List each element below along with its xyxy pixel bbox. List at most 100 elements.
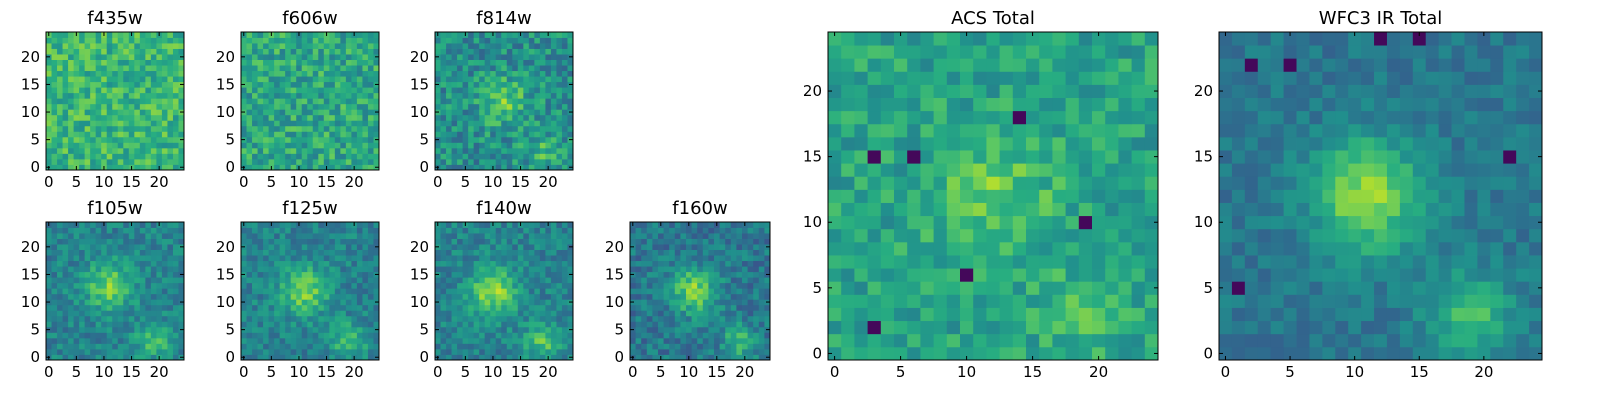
heatmap-cell <box>241 332 247 339</box>
heatmap-cell <box>635 266 642 273</box>
heatmap-cell <box>462 315 469 322</box>
heatmap-cell <box>714 233 720 239</box>
heatmap-cell <box>95 54 102 60</box>
heatmap-cell <box>462 103 469 110</box>
heatmap-cell <box>828 150 842 164</box>
heatmap-cell <box>367 136 374 143</box>
heatmap-cell <box>867 241 882 256</box>
heatmap-cell <box>345 136 352 143</box>
heatmap-cell <box>512 337 519 344</box>
heatmap-cell <box>263 271 269 278</box>
heatmap-cell <box>468 147 475 154</box>
heatmap-cell <box>241 103 247 110</box>
heatmap-cell <box>252 244 258 250</box>
heatmap-cell <box>999 333 1014 348</box>
heatmap-cell <box>451 266 458 273</box>
heatmap-cell <box>758 244 765 250</box>
heatmap-cell <box>674 293 681 300</box>
heatmap-cell <box>117 238 124 245</box>
heatmap-cell <box>446 326 452 333</box>
heatmap-cell <box>534 43 541 49</box>
heatmap-cell <box>252 304 258 311</box>
heatmap-cell <box>167 48 174 55</box>
heatmap-cell <box>150 120 157 127</box>
heatmap-cell <box>57 136 63 143</box>
heatmap-cell <box>340 227 347 234</box>
heatmap-cell <box>123 238 130 245</box>
heatmap-cell <box>246 299 253 306</box>
heatmap-cell <box>907 202 921 217</box>
heatmap-cell <box>246 48 253 55</box>
heatmap-cell <box>440 158 447 165</box>
heatmap-cell <box>285 32 292 38</box>
heatmap-cell <box>257 343 264 350</box>
heatmap-cell <box>753 233 760 239</box>
heatmap-cell <box>435 147 441 154</box>
heatmap-cell <box>274 304 281 311</box>
heatmap-cell <box>167 288 174 295</box>
heatmap-cell <box>528 164 535 171</box>
heatmap-cell <box>867 333 882 348</box>
heatmap-cell <box>550 266 557 273</box>
heatmap-cell <box>556 65 563 72</box>
heatmap-cell <box>567 153 574 160</box>
heatmap-cell <box>279 48 286 55</box>
heatmap-cell <box>246 337 253 344</box>
heatmap-cell <box>356 142 363 149</box>
heatmap-cell <box>457 76 463 83</box>
heatmap-cell <box>79 288 86 295</box>
heatmap-cell <box>312 125 319 132</box>
heatmap-cell <box>263 114 269 121</box>
heatmap-cell <box>630 288 636 295</box>
heatmap-cell <box>933 215 948 230</box>
heatmap-cell <box>753 337 760 344</box>
heatmap-cell <box>451 98 458 105</box>
heatmap-cell <box>123 343 130 350</box>
heatmap-cell <box>57 48 63 55</box>
heatmap-cell <box>334 70 341 77</box>
heatmap-cell <box>274 120 281 127</box>
heatmap-cell <box>117 48 124 55</box>
heatmap-cell <box>134 65 141 72</box>
heatmap-cell <box>933 320 948 335</box>
heatmap-cell <box>556 103 563 110</box>
heatmap-cell <box>451 354 458 361</box>
heatmap-cell <box>501 310 508 317</box>
heatmap-cell <box>161 87 168 94</box>
heatmap-cell <box>561 98 568 105</box>
heatmap-cell <box>506 288 513 295</box>
heatmap-cell <box>84 271 91 278</box>
heatmap-cell <box>68 354 74 361</box>
heatmap-cell <box>550 343 557 350</box>
heatmap-cell <box>334 222 341 228</box>
heatmap-cell <box>462 310 469 317</box>
heatmap-cell <box>512 142 519 149</box>
heatmap-cell <box>646 348 653 355</box>
heatmap-cell <box>960 202 974 217</box>
heatmap-cell <box>161 271 168 278</box>
heatmap-cell <box>753 222 760 228</box>
heatmap-cell <box>117 125 124 132</box>
heatmap-cell <box>362 43 369 49</box>
heatmap-cell <box>334 299 341 306</box>
heatmap-cell <box>95 255 102 262</box>
heatmap-cell <box>841 255 855 269</box>
heatmap-cell <box>462 142 469 149</box>
heatmap-cell <box>556 81 563 88</box>
heatmap-cell <box>84 354 91 361</box>
heatmap-cell <box>68 70 74 77</box>
heatmap-cell <box>290 54 297 60</box>
heatmap-cell <box>301 233 308 239</box>
heatmap-cell <box>123 233 130 239</box>
heatmap-cell <box>263 222 269 228</box>
heatmap-cell <box>556 70 563 77</box>
heatmap-cell <box>345 255 352 262</box>
heatmap-cell <box>561 293 568 300</box>
heatmap-cell <box>534 164 541 171</box>
heatmap-cell <box>290 260 297 267</box>
heatmap-cell <box>894 228 908 243</box>
heatmap-cell <box>156 81 163 88</box>
heatmap-cell <box>241 158 247 165</box>
heatmap-cell <box>725 277 732 284</box>
heatmap-cell <box>307 332 314 339</box>
